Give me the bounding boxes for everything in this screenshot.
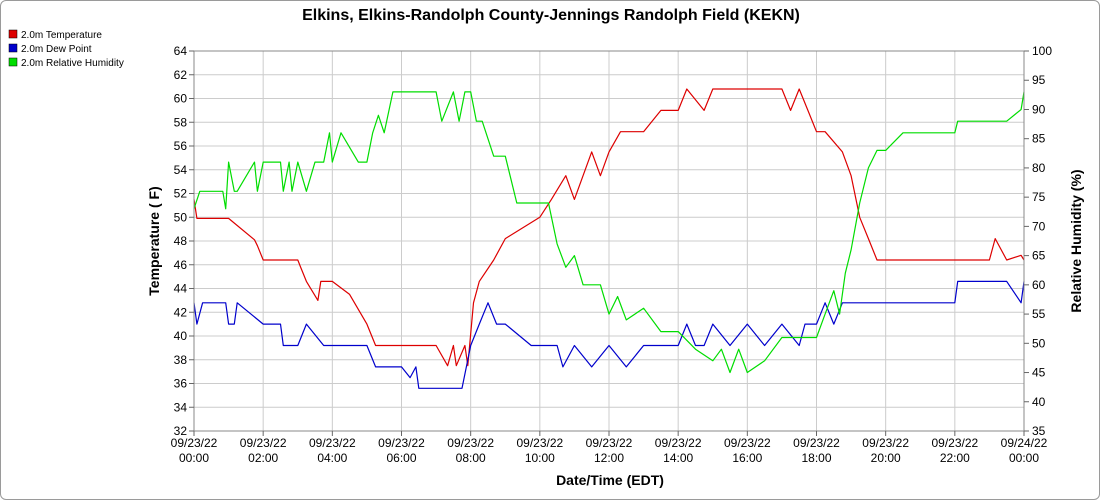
x-tick-label-time: 10:00 [525, 451, 555, 465]
y-tick-label: 62 [174, 68, 188, 82]
y2-tick-label: 90 [1032, 102, 1046, 116]
x-tick-label-date: 09/23/22 [724, 436, 771, 450]
y-tick-label: 56 [174, 139, 188, 153]
y2-tick-label: 45 [1032, 366, 1046, 380]
dew-point-line [193, 280, 1025, 389]
y-tick-label: 34 [174, 400, 188, 414]
legend-swatch-dew-point [8, 43, 18, 53]
y-tick-label: 42 [174, 305, 188, 319]
y-tick-label: 52 [174, 187, 188, 201]
y-tick-label: 48 [174, 234, 188, 248]
legend-item-temperature: 2.0m Temperature [8, 29, 102, 41]
x-tick-label-time: 20:00 [871, 451, 901, 465]
x-tick-label-time: 22:00 [940, 451, 970, 465]
y2-tick-label: 70 [1032, 219, 1046, 233]
x-tick-label-time: 02:00 [248, 451, 278, 465]
y-tick-label: 40 [174, 329, 188, 343]
y-tick-label: 54 [174, 163, 188, 177]
x-tick-label-date: 09/23/22 [586, 436, 633, 450]
y2-tick-label: 85 [1032, 132, 1046, 146]
x-tick-label-time: 18:00 [801, 451, 831, 465]
x-tick-label-time: 04:00 [317, 451, 347, 465]
x-tick-label-date: 09/23/22 [793, 436, 840, 450]
temperature-line [193, 88, 1025, 367]
x-tick-label-date: 09/23/22 [862, 436, 909, 450]
y-tick-label: 44 [174, 282, 188, 296]
x-tick-label-date: 09/24/22 [1001, 436, 1048, 450]
y2-tick-label: 65 [1032, 249, 1046, 263]
x-axis-title: Date/Time (EDT) [556, 472, 664, 488]
y-axis-ticks: 32 34 36 38 40 42 44 46 48 50 52 54 56 58 60 62 64 [174, 44, 194, 438]
x-tick-label-time: 14:00 [663, 451, 693, 465]
y2-tick-label: 35 [1032, 424, 1046, 438]
y2-tick-label: 50 [1032, 336, 1046, 350]
series-layer [193, 88, 1025, 389]
legend-item-relative-humidity: 2.0m Relative Humidity [8, 57, 124, 69]
legend-swatch-relative-humidity [8, 57, 18, 67]
grid-layer [193, 50, 1025, 432]
y-axis-title: Temperature ( F) [146, 186, 162, 295]
x-tick-label-time: 06:00 [386, 451, 416, 465]
y-tick-label: 58 [174, 115, 188, 129]
legend-label-dew-point: 2.0m Dew Point [21, 44, 92, 55]
legend-label-relative-humidity: 2.0m Relative Humidity [21, 58, 124, 69]
x-tick-label-date: 09/23/22 [171, 436, 218, 450]
x-tick-label-time: 00:00 [179, 451, 209, 465]
y2-tick-label: 80 [1032, 161, 1046, 175]
x-tick-label-time: 16:00 [732, 451, 762, 465]
y-tick-label: 32 [174, 424, 188, 438]
y-tick-label: 64 [174, 44, 188, 58]
y-tick-label: 50 [174, 210, 188, 224]
x-axis-ticks: 09/23/2200:0009/23/2202:0009/23/2204:000… [171, 431, 1048, 465]
x-tick-label-time: 12:00 [594, 451, 624, 465]
relative-humidity-line [193, 91, 1025, 374]
x-tick-label-date: 09/23/22 [240, 436, 287, 450]
x-tick-label-date: 09/23/22 [931, 436, 978, 450]
y-tick-label: 36 [174, 377, 188, 391]
y2-tick-label: 55 [1032, 307, 1046, 321]
x-tick-label-date: 09/23/22 [516, 436, 563, 450]
legend-item-dew-point: 2.0m Dew Point [8, 43, 92, 55]
x-tick-label-date: 09/23/22 [378, 436, 425, 450]
y-tick-label: 46 [174, 258, 188, 272]
y2-tick-label: 75 [1032, 190, 1046, 204]
y2-tick-label: 100 [1032, 44, 1052, 58]
x-tick-label-date: 09/23/22 [309, 436, 356, 450]
legend-swatch-temperature [8, 29, 18, 39]
y2-tick-label: 60 [1032, 278, 1046, 292]
chart-title: Elkins, Elkins-Randolph County-Jennings … [302, 7, 800, 24]
y2-axis-ticks: 35 40 45 50 55 60 65 70 75 80 85 90 95 100 [1024, 44, 1052, 438]
y2-axis-title: Relative Humidity (%) [1068, 169, 1084, 312]
y2-tick-label: 95 [1032, 73, 1046, 87]
x-tick-label-date: 09/23/22 [447, 436, 494, 450]
y-tick-label: 38 [174, 353, 188, 367]
legend-label-temperature: 2.0m Temperature [21, 30, 102, 41]
x-tick-label-time: 00:00 [1009, 451, 1039, 465]
x-tick-label-date: 09/23/22 [655, 436, 702, 450]
x-tick-label-time: 08:00 [456, 451, 486, 465]
y-tick-label: 60 [174, 92, 188, 106]
legend: 2.0m Temperature 2.0m Dew Point 2.0m Rel… [8, 29, 124, 69]
y2-tick-label: 40 [1032, 395, 1046, 409]
